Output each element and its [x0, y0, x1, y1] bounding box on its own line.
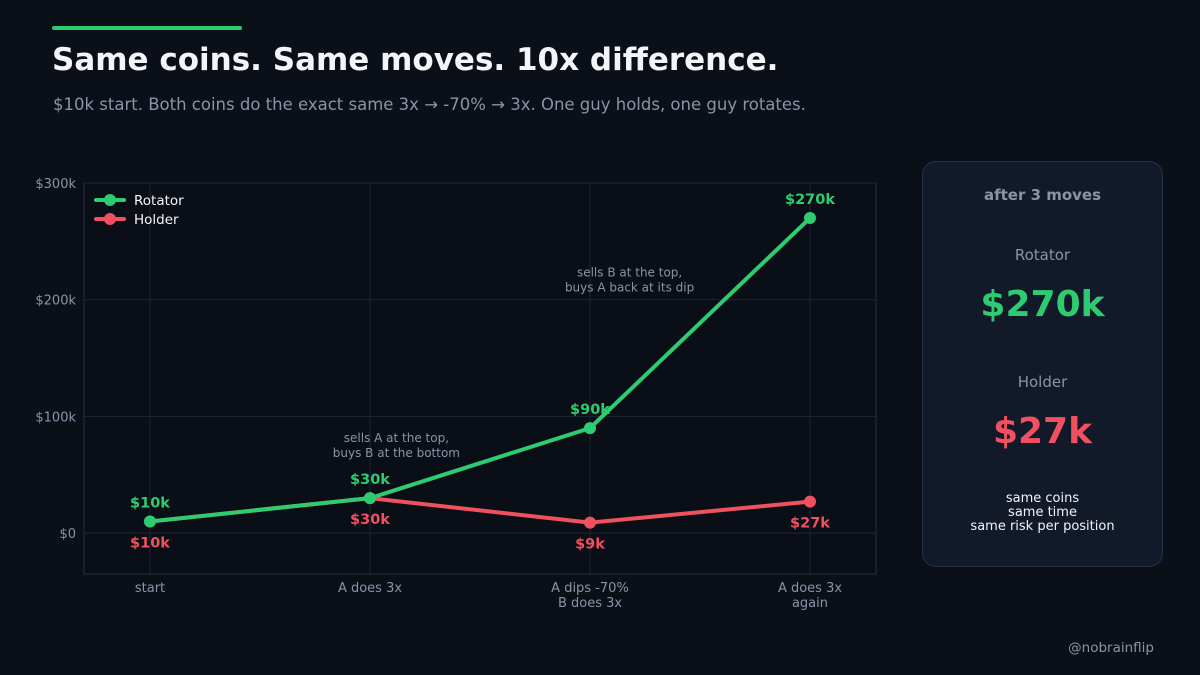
y-tick-label: $100k	[35, 410, 76, 425]
summary-panel: after 3 moves Rotator $270k Holder $27k …	[922, 161, 1163, 567]
data-label-rotator: $270k	[785, 192, 835, 208]
data-point-rotator	[364, 492, 376, 505]
x-tick-label: start	[135, 581, 165, 596]
data-label-rotator: $30k	[350, 472, 390, 488]
data-label-rotator: $90k	[570, 402, 610, 418]
y-tick-label: $0	[59, 527, 76, 542]
panel-note-1: same coins	[1005, 491, 1080, 506]
data-label-holder: $27k	[790, 516, 830, 532]
accent-bar	[52, 26, 242, 30]
author-handle: @nobrainflip	[1068, 640, 1154, 656]
legend-marker-rotator	[104, 194, 116, 206]
x-tick-label: A dips -70%	[551, 581, 629, 596]
data-label-holder: $30k	[350, 512, 390, 528]
x-tick-label: A does 3x	[778, 581, 842, 596]
holder-value: $27k	[992, 411, 1093, 452]
holder-label: Holder	[1017, 373, 1068, 391]
data-label-rotator: $10k	[130, 495, 170, 511]
x-tick-label: A does 3x	[338, 581, 402, 596]
page-title: Same coins. Same moves. 10x difference.	[52, 42, 779, 78]
data-point-rotator	[584, 422, 596, 435]
x-tick-label: B does 3x	[558, 596, 622, 611]
legend-label-holder: Holder	[134, 212, 179, 228]
data-point-rotator	[144, 515, 156, 528]
chart-annotation: sells B at the top,	[577, 265, 682, 279]
data-label-holder: $9k	[575, 537, 605, 553]
series-line-rotator	[148, 216, 812, 524]
panel-note-3: same risk per position	[970, 519, 1115, 534]
legend-marker-holder	[104, 213, 116, 225]
y-tick-label: $200k	[35, 294, 76, 309]
x-tick-label: again	[792, 596, 828, 611]
rotator-value: $270k	[980, 284, 1105, 325]
chart-annotation: buys A back at its dip	[565, 280, 694, 294]
chart-annotation: sells A at the top,	[344, 431, 449, 445]
data-point-holder	[804, 495, 816, 508]
panel-heading: after 3 moves	[983, 186, 1102, 204]
rotator-label: Rotator	[1014, 246, 1071, 264]
data-label-holder: $10k	[130, 535, 170, 551]
data-point-holder	[584, 516, 596, 529]
legend-label-rotator: Rotator	[134, 193, 184, 209]
data-point-rotator	[804, 212, 816, 225]
page-subtitle: $10k start. Both coins do the exact same…	[53, 95, 806, 114]
chart-annotation: buys B at the bottom	[333, 446, 460, 460]
panel-note-2: same time	[1008, 505, 1077, 520]
y-tick-label: $300k	[35, 177, 76, 192]
